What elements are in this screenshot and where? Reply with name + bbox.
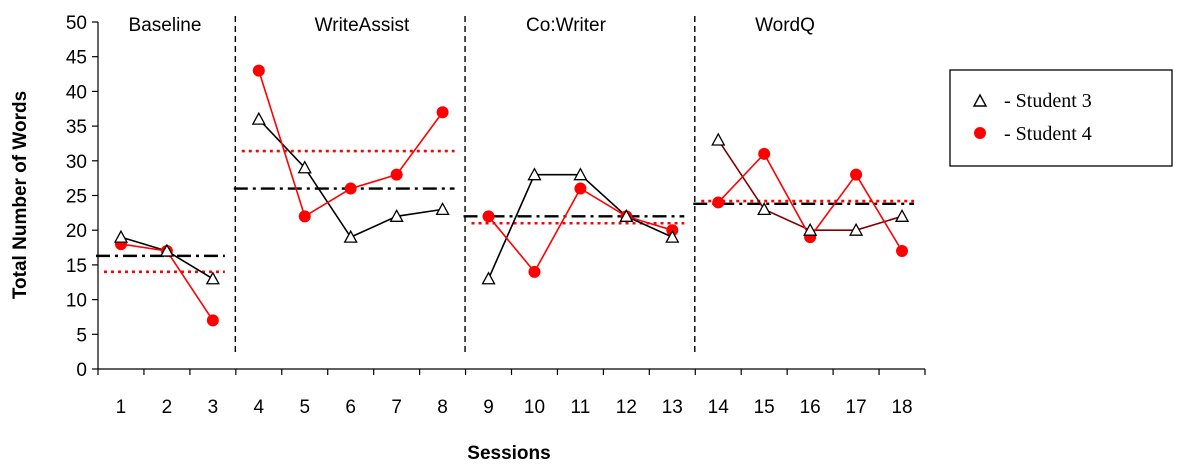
data-point-student-4	[574, 182, 587, 195]
data-point-student-3	[573, 167, 588, 181]
y-tick-label: 45	[66, 48, 87, 69]
data-point-student-3	[297, 160, 312, 174]
series-lines	[120, 70, 903, 321]
data-point-student-4	[850, 168, 863, 181]
legend-marker-student-4	[974, 127, 986, 139]
x-tick-label: 15	[754, 397, 775, 418]
y-axis-title: Total Number of Words	[10, 91, 31, 299]
phase-label: Co:Writer	[526, 15, 607, 36]
phase-mean-lines	[95, 149, 915, 274]
data-point-student-3	[481, 271, 496, 285]
y-tick-label: 0	[76, 360, 87, 381]
x-tick-label: 2	[162, 397, 173, 418]
data-point-student-4	[482, 210, 495, 223]
x-tick-label: 18	[891, 397, 912, 418]
data-point-student-4	[390, 168, 403, 181]
data-point-student-3	[848, 222, 864, 236]
data-point-student-4	[896, 245, 909, 258]
phase-label: WriteAssist	[315, 15, 410, 36]
legend-label-student-4: - Student 4	[1004, 123, 1092, 145]
x-tick-label: 13	[662, 397, 683, 418]
data-point-student-4	[436, 106, 449, 119]
data-point-student-3	[757, 202, 772, 216]
legend-label-student-3: - Student 3	[1004, 90, 1092, 112]
y-tick-label: 50	[66, 13, 87, 34]
data-point-student-4	[712, 196, 725, 209]
x-tick-label: 4	[254, 397, 265, 418]
data-point-student-3	[711, 132, 726, 146]
phase-label: Baseline	[129, 15, 202, 36]
legend: - Student 3 - Student 4	[949, 69, 1173, 167]
data-point-student-4	[298, 210, 311, 223]
data-point-student-3	[159, 243, 175, 257]
data-point-student-3	[113, 229, 129, 243]
data-point-student-3	[665, 229, 680, 243]
series-line-student-3	[258, 118, 443, 239]
x-tick-label: 12	[616, 397, 637, 418]
data-point-student-3	[527, 167, 542, 181]
data-point-student-4	[344, 182, 357, 195]
legend-marker-student-3	[972, 93, 988, 107]
x-tick-label: 1	[116, 397, 127, 418]
y-tick-label: 25	[66, 187, 87, 208]
x-tick-label: 11	[571, 397, 591, 418]
phase-dividers	[234, 16, 696, 352]
x-tick-label: 5	[299, 397, 310, 418]
data-point-student-3	[803, 222, 818, 236]
data-point-student-3	[389, 208, 404, 222]
x-tick-label: 6	[345, 397, 356, 418]
x-tick-label: 10	[524, 397, 545, 418]
phase-labels: Baseline WriteAssist Co:Writer WordQ	[129, 15, 815, 36]
data-point-student-3	[251, 111, 266, 125]
data-point-student-3	[343, 229, 358, 243]
data-point-student-4	[252, 64, 265, 77]
x-tick-label: 17	[846, 397, 867, 418]
x-ticks: 1 2 3 4 5 6 7 8 9 10 11 12 13 14 15 16 17 18	[97, 369, 926, 418]
x-tick-label: 14	[708, 397, 730, 418]
data-point-student-4	[758, 147, 771, 160]
series-line-student-4	[487, 187, 673, 274]
legend-box	[949, 69, 1173, 167]
y-ticks: 0 5 10 15 20 25 30 35 40 45 50	[66, 13, 98, 381]
data-point-student-3	[619, 208, 634, 222]
y-tick-label: 10	[66, 291, 87, 312]
data-point-student-4	[528, 265, 541, 278]
x-tick-label: 7	[391, 397, 402, 418]
series-markers	[113, 64, 910, 327]
phase-label: WordQ	[755, 15, 815, 36]
axes	[97, 22, 925, 370]
x-tick-label: 16	[800, 397, 821, 418]
y-tick-label: 35	[66, 117, 87, 138]
y-tick-label: 15	[66, 256, 87, 277]
x-tick-label: 3	[208, 397, 219, 418]
y-tick-label: 30	[66, 152, 87, 173]
data-point-student-4	[206, 314, 219, 327]
y-tick-label: 40	[66, 82, 87, 103]
x-axis-title: Sessions	[467, 443, 550, 464]
data-point-student-3	[205, 271, 220, 285]
y-tick-label: 5	[76, 325, 87, 346]
data-point-student-3	[435, 202, 450, 216]
series-line-student-3	[717, 139, 903, 231]
data-point-student-3	[894, 208, 910, 222]
y-tick-label: 20	[66, 221, 87, 242]
x-tick-label: 9	[483, 397, 494, 418]
x-tick-label: 8	[437, 397, 448, 418]
